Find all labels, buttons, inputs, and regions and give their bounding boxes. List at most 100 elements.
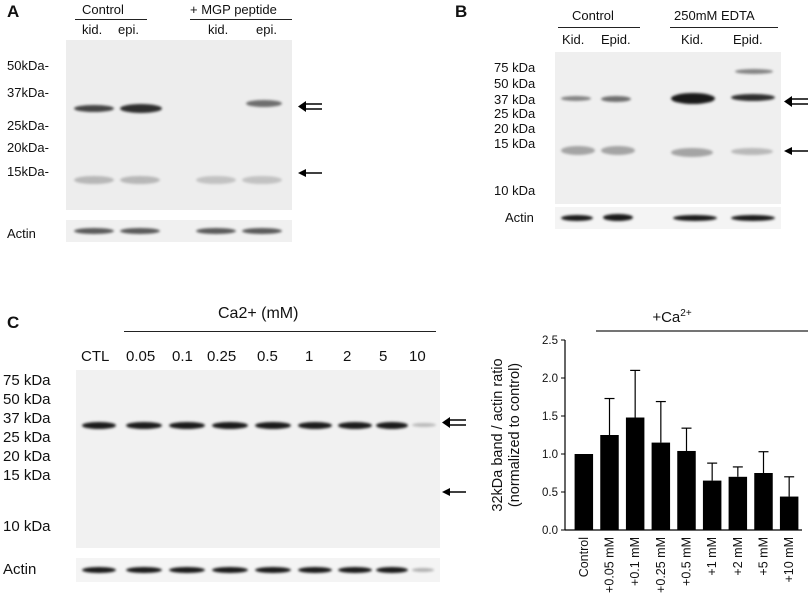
chart-x-tick-label-6: +2 mM — [731, 537, 745, 576]
panel-c-band-5 — [376, 422, 408, 429]
panel-b-band-15-edta-kid — [671, 148, 713, 157]
panel-c-header: Ca2+ (mM) — [218, 305, 299, 322]
chart-bar-6 — [728, 476, 748, 530]
panel-c-actin-band-3 — [169, 567, 205, 573]
chart-bars — [574, 417, 799, 530]
panel-b-band-32-edta-kid — [671, 93, 715, 104]
chart-bar-3 — [651, 442, 671, 530]
chart-ylabel: 32kDa band / actin ratio (normalized to c… — [490, 358, 523, 511]
panel-c-actin-band-4 — [212, 567, 248, 573]
bar-chart: +Ca2+ 32kDa band / actin ratio (normalize… — [490, 308, 808, 593]
panel-a-band-15-mgp-kid — [196, 176, 236, 184]
panel-a-lane-2: epi. — [118, 22, 139, 37]
chart-y-tick-label-1: 0.5 — [542, 487, 558, 499]
panel-c-letter: C — [7, 313, 20, 332]
panel-c-marker-20: 20 kDa — [3, 448, 51, 465]
panel-c-lane-2: 2 — [343, 348, 352, 365]
panel-b-actin-band-3 — [673, 215, 717, 221]
panel-c-lane-0.25: 0.25 — [207, 348, 237, 365]
panel-b-edta-line — [670, 27, 778, 28]
panel-a-mgp-line — [190, 19, 292, 20]
chart-bar-8 — [779, 496, 799, 530]
chart-x-tick-label-4: +0.5 mM — [680, 537, 694, 586]
chart-group-label: +Ca2+ — [652, 308, 691, 326]
chart-error-bars — [604, 369, 795, 497]
panel-a-actin-band-2 — [120, 228, 160, 234]
panel-b-lane-2: Epid. — [601, 32, 631, 47]
panel-c-actin-band-8 — [376, 567, 408, 573]
panel-b-marker-37: 37 kDa — [494, 92, 536, 107]
panel-a-actin-band-3 — [196, 228, 236, 234]
panel-c-band-2 — [338, 422, 372, 429]
panel-b-band-32-edta-epid — [731, 94, 775, 101]
panel-a-arrow-icon — [298, 169, 322, 177]
panel-a-marker-37: 37kDa- — [7, 85, 49, 100]
panel-c-actin-band-6 — [298, 567, 332, 573]
panel-c-band-0.05 — [126, 422, 162, 429]
chart-bar-2 — [625, 417, 645, 530]
panel-c-header-line — [124, 331, 436, 332]
panel-b-lane-3: Kid. — [681, 32, 704, 47]
panel-a-lane-1: kid. — [82, 22, 103, 37]
panel-a-lane-4: epi. — [256, 22, 277, 37]
panel-c-actin-band-7 — [338, 567, 372, 573]
chart-y-tick-label-0: 0.0 — [542, 525, 558, 537]
panel-c-actin-band-2 — [126, 567, 162, 573]
panel-c-lane-ctl: CTL — [81, 348, 110, 365]
panel-c-double-arrow-icon — [442, 417, 466, 428]
panel-c-lane-0.1: 0.1 — [172, 348, 193, 365]
panel-b-band-15-epid — [601, 146, 635, 155]
panel-a-control-line — [75, 19, 147, 20]
panel-a-band-32-epi — [120, 104, 162, 113]
panel-c-marker-75: 75 kDa — [3, 372, 51, 389]
panel-c-actin-band-5 — [255, 567, 291, 573]
chart-x-tick-label-8: +10 mM — [782, 537, 796, 583]
panel-c-arrow-icon — [442, 488, 466, 496]
panel-a-marker-50: 50kDa- — [7, 58, 49, 73]
panel-a-lane-3: kid. — [208, 22, 229, 37]
panel-a-marker-20: 20kDa- — [7, 140, 49, 155]
panel-c-marker-15: 15 kDa — [3, 467, 51, 484]
panel-a-marker-25: 25kDa- — [7, 118, 49, 133]
panel-a-actin-band-1 — [74, 228, 114, 234]
chart-bar-1 — [600, 435, 619, 530]
panel-c-actin-band-1 — [82, 567, 116, 573]
panel-c-actin-blot — [76, 558, 440, 582]
panel-b-band-32-kid — [561, 96, 591, 101]
panel-a-actin-label: Actin — [7, 226, 36, 241]
panel-a-group-control: Control — [82, 2, 124, 17]
panel-b-arrow-icon — [784, 147, 808, 155]
panel-b-double-arrow-icon — [784, 96, 808, 107]
chart-ylabel-line-0: 32kDa band / actin ratio — [490, 358, 506, 511]
panel-a-actin-blot — [66, 220, 292, 242]
panel-c-marker-50: 50 kDa — [3, 391, 51, 408]
panel-c-lane-1: 1 — [305, 348, 314, 365]
chart-y-tick-label-3: 1.5 — [542, 411, 558, 423]
panel-c-band-ctl — [82, 422, 116, 429]
panel-b-control-line — [558, 27, 640, 28]
panel-c-band-1 — [298, 422, 332, 429]
panel-c-lane-10: 10 — [409, 348, 426, 365]
panel-b-blot — [555, 52, 781, 204]
panel-b-band-15-edta-epid — [731, 148, 773, 155]
panel-b-marker-20: 20 kDa — [494, 121, 536, 136]
chart-x-tick-labels: Control +0.05 mM +0.1 mM +0.25 mM +0.5 mM +1 … — [577, 537, 796, 593]
panel-b-band-15-kid — [561, 146, 595, 155]
panel-c-band-10 — [412, 423, 436, 427]
panel-b-actin-label: Actin — [505, 210, 534, 225]
panel-a-group-mgp: + MGP peptide — [190, 2, 277, 17]
panel-c-lane-5: 5 — [379, 348, 388, 365]
chart-x-tick-label-7: +5 mM — [757, 537, 771, 576]
panel-b-band-32-epid — [601, 96, 631, 102]
panel-b-marker-50: 50 kDa — [494, 76, 536, 91]
panel-b-marker-10: 10 kDa — [494, 183, 536, 198]
panel-b-marker-75: 75 kDa — [494, 60, 536, 75]
chart-x-tick-label-0: Control — [577, 537, 591, 577]
chart-x-tick-label-1: +0.05 mM — [603, 537, 617, 593]
panel-b-marker-25: 25 kDa — [494, 106, 536, 121]
panel-b-group-edta: 250mM EDTA — [674, 8, 755, 23]
panel-a-band-32-kid — [74, 105, 114, 112]
panel-b-marker-15: 15 kDa — [494, 136, 536, 151]
panel-a-letter: A — [7, 2, 20, 21]
panel-c-marker-25: 25 kDa — [3, 429, 51, 446]
